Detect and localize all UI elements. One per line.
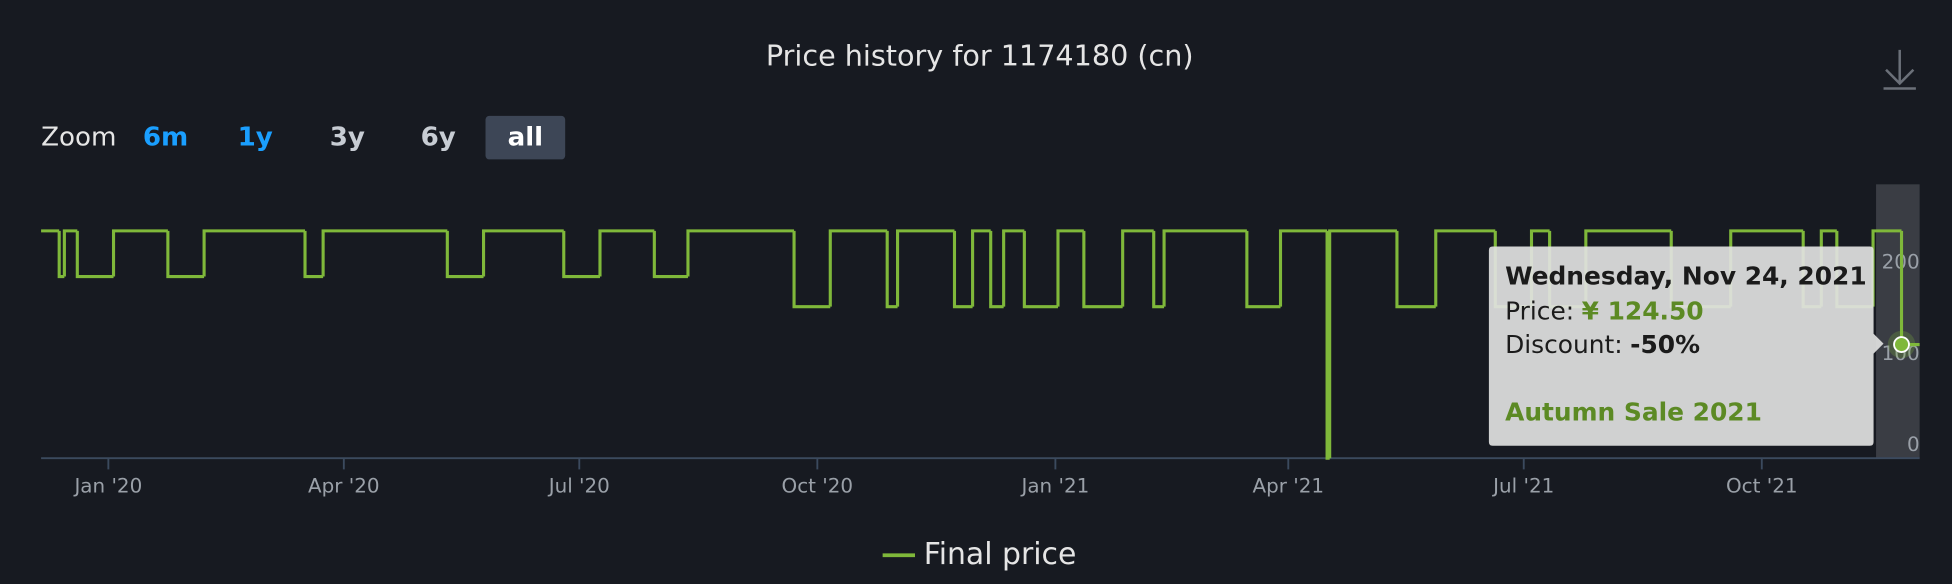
step-segment [1152,230,1165,309]
step-segment [971,229,991,307]
tooltip: Wednesday, Nov 24, 2021 Price: ¥ 124.50 Dis… [1488,246,1884,446]
step-segment [1395,230,1436,309]
step-segment [481,229,564,277]
zoom-label: Zoom [41,123,116,153]
x-tick-label: Oct '21 [1726,474,1798,497]
step-segment [562,230,600,279]
zoom-button[interactable]: 1y [238,123,273,153]
step-segment [1328,229,1397,459]
tooltip-event: Autumn Sale 2021 [1505,397,1762,426]
tooltip-discount-row: Discount: -50% [1505,330,1700,359]
x-tick-label: Oct '20 [782,474,854,497]
x-tick-label: Jan '20 [72,474,142,497]
step-segment [1245,230,1281,309]
x-tick-label: Jul '20 [547,474,610,497]
step-segment [303,230,324,279]
step-segment [989,230,1004,309]
step-segment [952,230,973,309]
y-tick-label: 100 [1882,342,1920,365]
step-segment [1082,230,1123,309]
step-segment [202,229,306,277]
chart-title: Price history for 1174180 (cn) [766,38,1194,72]
x-tick-label: Apr '20 [308,474,380,497]
step-segment [321,229,448,277]
y-tick-label: 0 [1907,433,1920,456]
step-segment [828,229,888,307]
zoom-button[interactable]: 6y [421,123,456,153]
tooltip-title: Wednesday, Nov 24, 2021 [1505,262,1867,291]
step-segment [445,230,484,279]
legend-label: Final price [924,537,1077,572]
step-segment [75,230,114,279]
step-segment [885,230,898,309]
tooltip-discount-label: Discount: [1505,330,1623,359]
download-icon[interactable] [1883,49,1916,90]
tooltip-discount: -50% [1630,330,1700,359]
hover-band [1876,184,1920,459]
step-segment [598,229,655,277]
tooltip-box [1488,246,1884,446]
step-segment [1278,229,1328,307]
step-segment [1002,229,1025,307]
step-segment [1434,229,1496,307]
step-segment [1022,230,1058,309]
zoom-button[interactable]: 6m [143,123,188,153]
x-tick-label: Jul '21 [1491,474,1554,497]
x-tick-label: Apr '21 [1252,474,1324,497]
tooltip-price-label: Price: [1505,297,1574,326]
zoom-button[interactable]: 3y [330,123,365,153]
step-segment [1162,229,1247,307]
step-segment [111,229,168,277]
step-segment [62,229,78,277]
x-tick-label: Jan '21 [1019,474,1089,497]
hover-point [1893,336,1910,353]
zoom-button[interactable]: all [508,123,544,153]
zoom-button-bg [485,115,566,160]
step-segment [1056,229,1084,307]
step-segment [652,230,688,279]
step-segment [792,230,831,309]
step-segment [57,230,65,279]
tooltip-price: ¥ 124.50 [1582,297,1704,326]
step-segment [166,230,205,279]
step-segment [896,229,955,307]
tooltip-price-row: Price: ¥ 124.50 [1505,297,1704,326]
step-segment [1121,229,1154,307]
step-segment [686,229,795,277]
